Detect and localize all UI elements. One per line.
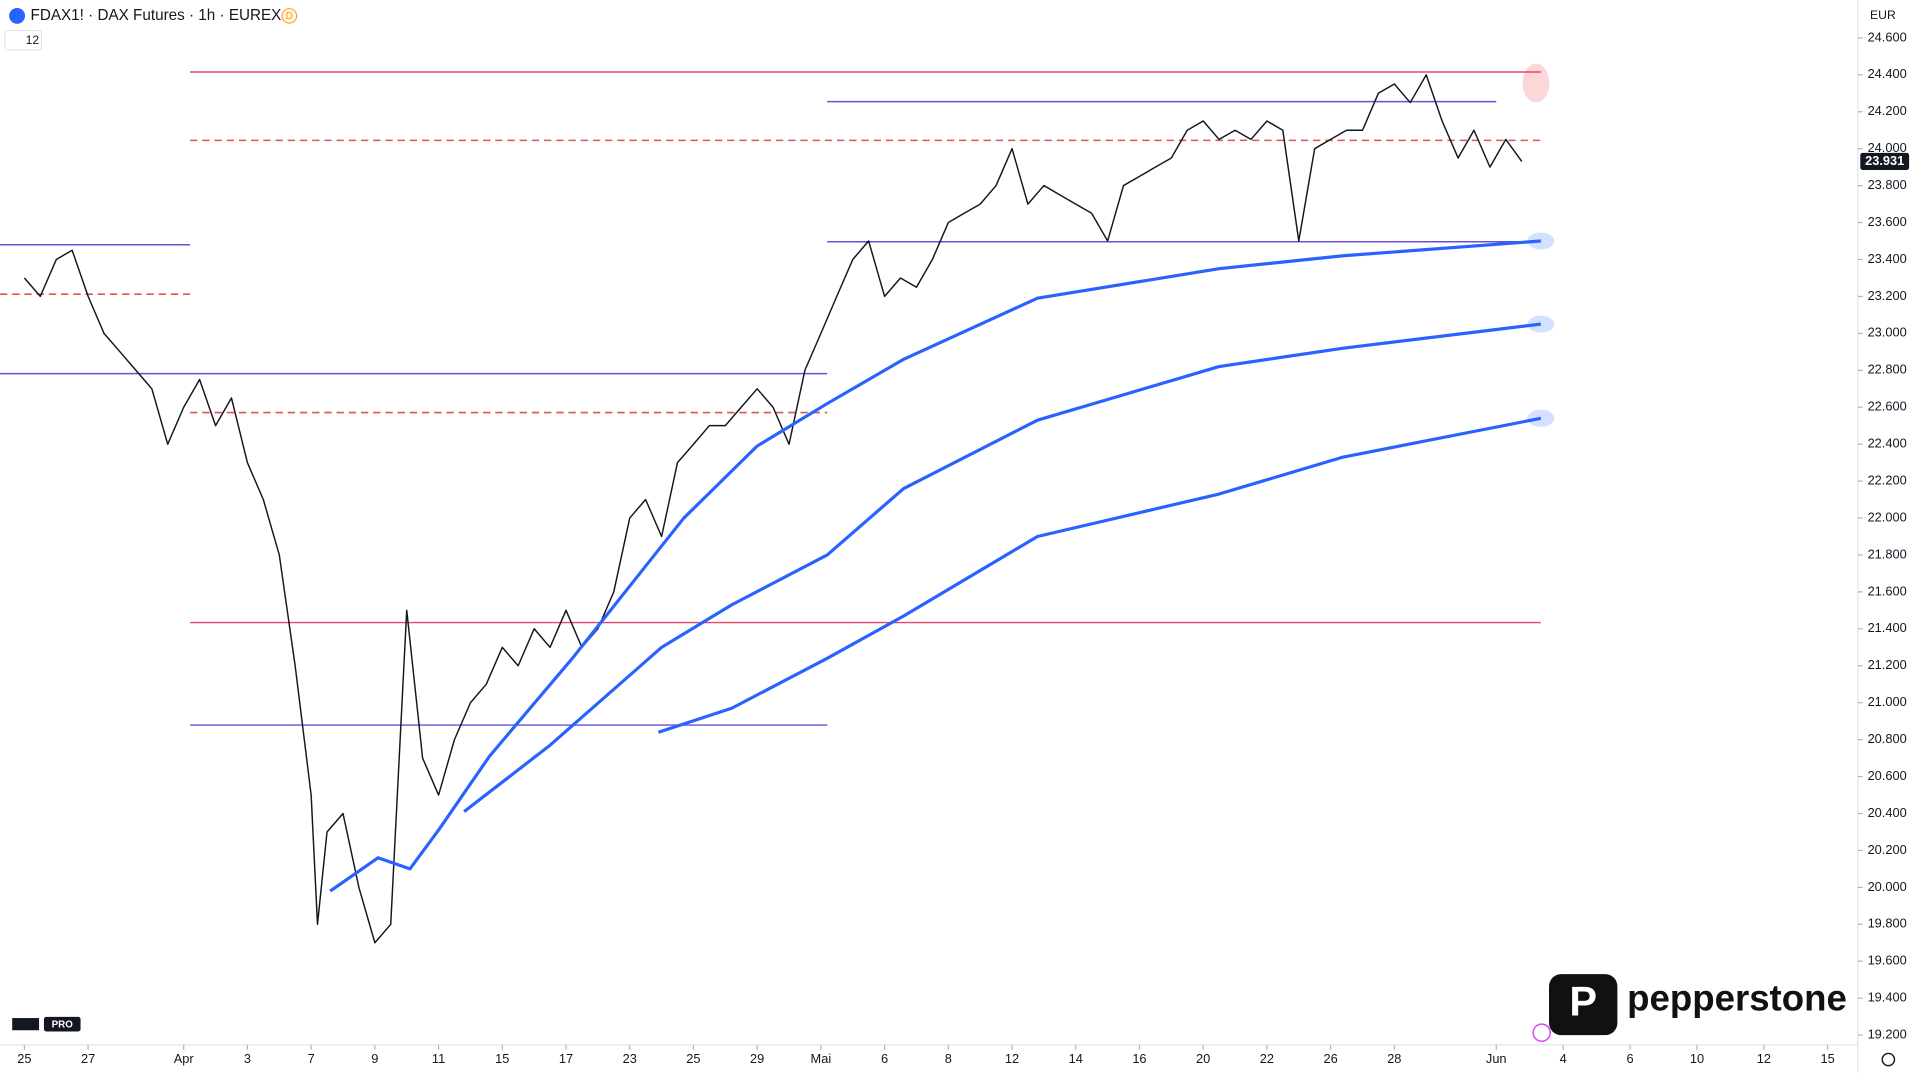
alert-icon[interactable] [1532,1023,1551,1042]
brand-name: pepperstone [1627,978,1847,1019]
x-tick-label: 17 [559,1051,573,1066]
y-tick-label: 21.000 [1868,694,1907,709]
x-tick-label: 9 [371,1051,378,1066]
band-line [657,416,1542,734]
y-tick-label: 19.200 [1868,1027,1907,1042]
y-tick-label: 22.600 [1868,399,1907,414]
interval-badge: D [286,11,293,22]
x-tick-label: 25 [686,1051,700,1066]
currency-label: EUR [1870,8,1896,22]
x-tick-label: Mai [811,1051,832,1066]
y-tick-label: 24.200 [1868,103,1907,118]
x-tick-label: 8 [945,1051,952,1066]
band-end-marker [1527,315,1555,333]
y-tick-label: 22.000 [1868,509,1907,524]
y-tick-label: 21.800 [1868,546,1907,561]
y-tick-label: 23.600 [1868,214,1907,229]
x-tick-label: 15 [495,1051,509,1066]
tv-logo: PRO [12,1016,81,1032]
x-tick-label: 12 [1757,1051,1771,1066]
y-tick-label: 21.400 [1868,620,1907,635]
y-tick-label: 24.600 [1868,29,1907,44]
y-tick-label: 21.600 [1868,583,1907,598]
indicator-count: 12 [26,33,40,47]
last-price-box [1860,152,1910,170]
band-line [463,322,1542,813]
y-tick-label: 20.400 [1868,805,1907,820]
settings-icon[interactable] [1881,1052,1896,1067]
x-tick-label: 3 [244,1051,251,1066]
y-tick-label: 23.400 [1868,251,1907,266]
band-end-marker [1527,232,1555,250]
x-tick-label: 27 [81,1051,95,1066]
y-tick-label: 23.800 [1868,177,1907,192]
y-tick-label: 24.000 [1868,140,1907,155]
y-tick-label: 19.400 [1868,990,1907,1005]
interval-badge-bg [281,8,298,24]
y-tick-label: 19.600 [1868,953,1907,968]
plot-area [0,63,1555,944]
x-tick-label: 11 [432,1051,445,1066]
last-price-label: 23.931 [1865,153,1904,168]
x-tick-label: 22 [1260,1051,1274,1066]
x-tick-label: 28 [1387,1051,1401,1066]
x-tick-label: 7 [308,1051,315,1066]
y-tick-label: 23.000 [1868,325,1907,340]
y-tick-label: 22.800 [1868,362,1907,377]
x-tick-label: 6 [881,1051,888,1066]
x-tick-label: 23 [623,1051,637,1066]
y-tick-label: 20.000 [1868,879,1907,894]
brand-mark-letter: P [1569,978,1597,1025]
symbol-icon [9,7,26,24]
x-tick-label: 10 [1690,1051,1704,1066]
x-tick-label: Jun [1486,1051,1507,1066]
x-tick-label: 26 [1323,1051,1337,1066]
y-tick-label: 19.800 [1868,916,1907,931]
header: FDAX1! · DAX Futures · 1h · EUREX D 12 [4,7,298,51]
price-line [23,74,1523,944]
y-tick-label: 20.600 [1868,768,1907,783]
x-tick-label: 14 [1069,1051,1083,1066]
x-tick-label: 16 [1132,1051,1146,1066]
symbol-title: FDAX1! · DAX Futures · 1h · EUREX [31,7,282,24]
band-end-marker [1527,409,1555,427]
y-tick-label: 21.200 [1868,657,1907,672]
x-tick-label: 29 [750,1051,764,1066]
x-tick-label: 20 [1196,1051,1210,1066]
tv-pro-text: PRO [52,1019,74,1030]
level-end-marker [1522,63,1550,103]
x-tick-label: 6 [1627,1051,1634,1066]
brand-logo: P pepperstone [1549,974,1847,1036]
y-tick-label: 22.200 [1868,472,1907,487]
y-tick-label: 23.200 [1868,288,1907,303]
y-tick-label: 20.200 [1868,842,1907,857]
brand-mark [1549,974,1618,1036]
x-tick-label: 4 [1560,1051,1567,1066]
y-tick-label: 20.800 [1868,731,1907,746]
band-line [329,239,1541,893]
x-tick-label: 12 [1005,1051,1019,1066]
x-tick-label: 15 [1820,1051,1834,1066]
x-tick-label: Apr [174,1051,195,1066]
x-tick-label: 25 [17,1051,31,1066]
tv-logo-mark [12,1018,40,1031]
tv-pro-badge [43,1016,81,1032]
y-tick-label: 24.400 [1868,66,1907,81]
indicator-toggle[interactable] [4,29,43,51]
y-tick-label: 22.400 [1868,436,1907,451]
